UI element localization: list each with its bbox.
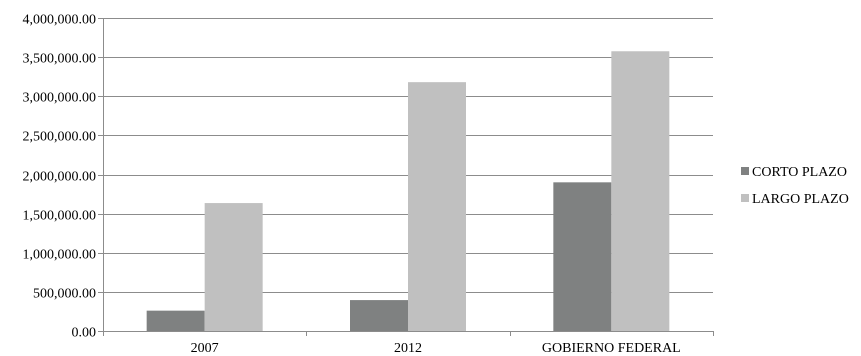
y-axis-tick-labels: 0.00 500,000.00 1,000,000.00 1,500,000.00 2,…	[23, 13, 97, 341]
bar-largo-plazo-1	[408, 82, 466, 331]
legend: CORTO PLAZO LARGO PLAZO	[741, 165, 849, 207]
bar-largo-plazo-2	[611, 51, 670, 331]
axes	[103, 18, 714, 336]
x-category-label: GOBIERNO FEDERAL	[542, 341, 681, 356]
y-tick-label: 2,000,000.00	[23, 170, 97, 185]
bar-corto-plazo-2	[553, 182, 612, 331]
y-tick-label: 4,000,000.00	[23, 13, 97, 28]
legend-swatch	[741, 167, 749, 175]
y-tick-label: 1,000,000.00	[23, 248, 97, 263]
y-tick-label: 500,000.00	[33, 287, 96, 302]
x-category-label: 2012	[394, 341, 422, 356]
bar-largo-plazo-0	[204, 203, 263, 331]
y-tick-label: 2,500,000.00	[23, 130, 97, 145]
y-tick-label: 0.00	[72, 326, 97, 341]
legend-label: LARGO PLAZO	[752, 192, 849, 207]
legend-swatch	[741, 194, 749, 202]
y-tick-label: 1,500,000.00	[23, 209, 97, 224]
bars	[146, 51, 670, 331]
legend-label: CORTO PLAZO	[752, 165, 847, 180]
x-category-label: 2007	[191, 341, 219, 356]
x-axis-category-labels: 2007 2012 GOBIERNO FEDERAL	[191, 341, 681, 356]
y-tick-label: 3,000,000.00	[23, 91, 97, 106]
bar-corto-plazo-1	[350, 300, 408, 331]
y-tick-label: 3,500,000.00	[23, 52, 97, 67]
bar-corto-plazo-0	[146, 310, 205, 331]
